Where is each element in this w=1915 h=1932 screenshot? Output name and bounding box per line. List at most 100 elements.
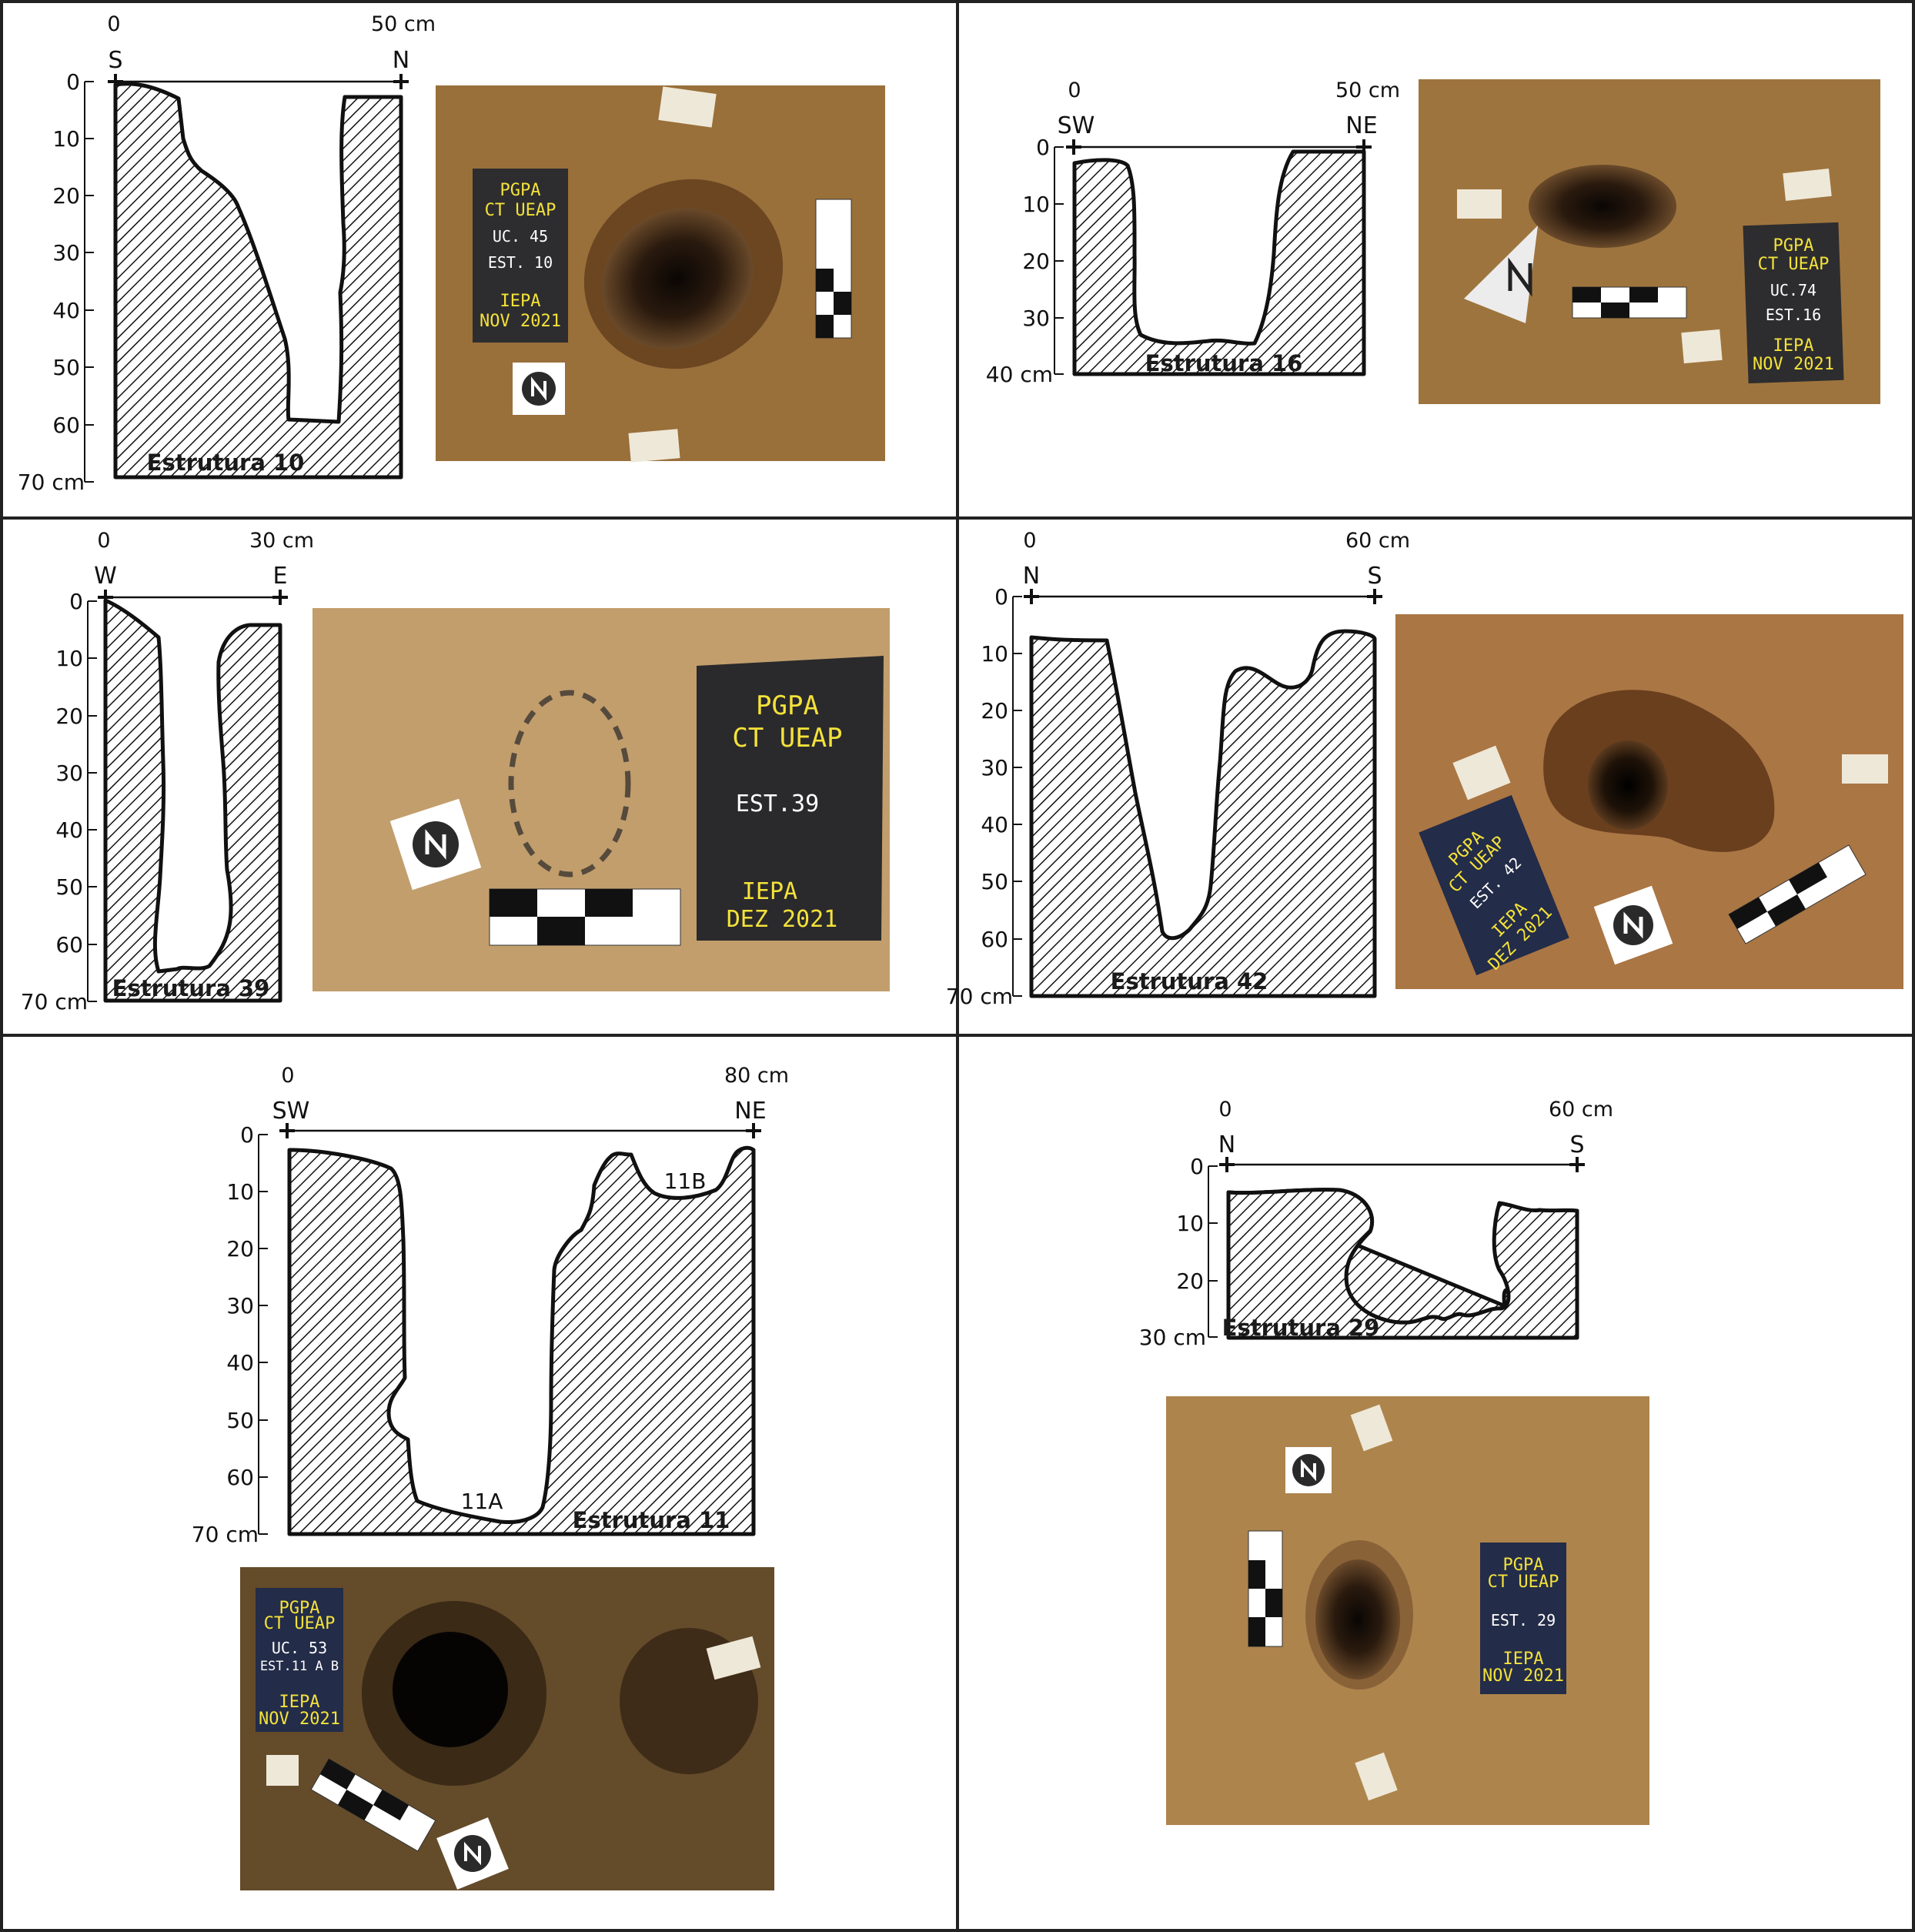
structure-title: Estrutura 39 [112, 975, 270, 1001]
depth-tick-label: 30 [226, 1293, 254, 1319]
depth-tick-label: 30 [1022, 306, 1050, 331]
depth-tick-label: 20 [52, 183, 80, 209]
direction-right-label: NE [734, 1098, 766, 1125]
surface-markers [1066, 139, 1372, 155]
depth-tick-label: 20 [226, 1236, 254, 1262]
scale-end-label: 50 cm [371, 12, 436, 36]
depth-tick-label: 40 cm [986, 362, 1053, 387]
profile-section [1072, 149, 1366, 376]
depth-tick-label: 30 [981, 755, 1008, 780]
depth-tick-label: 70 cm [18, 470, 85, 495]
sign-line: CT UEAP [732, 723, 842, 754]
scale-end-label: 80 cm [724, 1064, 789, 1088]
structure-title: Estrutura 42 [1111, 968, 1268, 994]
scale-bar [815, 199, 852, 339]
depth-tick-label: 0 [66, 69, 80, 95]
north-arrow-icon [513, 363, 565, 415]
sign-line: CT UEAP [264, 1614, 336, 1633]
sign-line: EST. 10 [488, 253, 553, 272]
depth-tick-label: 60 [52, 413, 80, 438]
sign-line: NOV 2021 [480, 312, 561, 331]
depth-ticks [1208, 1165, 1218, 1338]
depth-ticks [85, 81, 94, 483]
depth-tick-label: 10 [1022, 192, 1050, 217]
sign-line: CT UEAP [1758, 255, 1830, 274]
direction-right-label: S [1367, 563, 1382, 590]
sign-line: UC. 53 [272, 1639, 327, 1657]
depth-tick-label: 70 cm [192, 1522, 259, 1547]
tag-label [1355, 1752, 1398, 1801]
direction-right-label: E [273, 563, 288, 590]
surface-markers [1219, 1157, 1585, 1172]
profile-estrutura-39: 0 30 cm W E 0 10 20 30 40 50 60 70 cm Es… [21, 529, 314, 1014]
structure-title: Estrutura 10 [147, 450, 305, 476]
direction-right-label: N [393, 47, 409, 74]
surface-markers [279, 1123, 761, 1138]
tag-label [1842, 754, 1888, 784]
scale-start-label: 0 [1068, 79, 1081, 102]
direction-left-label: N [1023, 563, 1040, 590]
depth-tick-label: 50 [55, 874, 83, 900]
surface-markers [108, 74, 409, 89]
depth-tick-label: 0 [69, 589, 83, 614]
sign-line: IEPA [279, 1693, 320, 1712]
depth-tick-label: 70 cm [21, 989, 88, 1014]
profile-section [103, 598, 282, 1003]
scale-end-label: 50 cm [1335, 79, 1400, 102]
depth-tick-label: 0 [240, 1122, 254, 1148]
sign-line: PGPA [1773, 236, 1814, 256]
profile-estrutura-42: 0 60 cm N S 0 10 20 30 40 50 60 70 cm Es… [946, 529, 1410, 1009]
north-arrow-icon [1464, 226, 1538, 323]
depth-tick-label: 40 [226, 1350, 254, 1375]
sign-line: CT UEAP [485, 201, 556, 220]
photo-estrutura-42: PGPA CT UEAP EST. 42 IEPA DEZ 2021 [1395, 614, 1903, 989]
profile-section [1226, 1188, 1579, 1340]
depth-tick-label: 20 [981, 698, 1008, 724]
depth-tick-label: 0 [994, 584, 1008, 610]
tag-label [628, 429, 680, 463]
sign-line: DEZ 2021 [727, 906, 838, 933]
info-sign [1743, 222, 1844, 384]
direction-right-label: NE [1345, 112, 1377, 139]
info-sign [697, 656, 884, 941]
scale-start-label: 0 [107, 12, 120, 36]
depth-tick-label: 50 [226, 1408, 254, 1433]
tag-label [1457, 189, 1502, 219]
structure-title: Estrutura 11 [573, 1507, 730, 1533]
depth-tick-label: 20 [1022, 249, 1050, 274]
depth-tick-label: 40 [52, 298, 80, 323]
depth-tick-label: 30 [55, 760, 83, 786]
sign-line: NOV 2021 [1482, 1666, 1564, 1686]
direction-left-label: W [94, 563, 117, 590]
depth-tick-label: 0 [1190, 1154, 1204, 1179]
sign-line: IEPA [1503, 1650, 1544, 1669]
depth-ticks [88, 600, 97, 1002]
scale-start-label: 0 [281, 1064, 294, 1088]
tag-label [706, 1636, 761, 1680]
panel-estrutura-29: 0 60 cm N S 0 10 20 30 cm Estrutura 29 [1139, 1098, 1649, 1825]
scale-end-label: 60 cm [1345, 529, 1410, 553]
tag-label [1350, 1404, 1393, 1452]
depth-ticks [1054, 146, 1064, 375]
unit-label-11a: 11A [461, 1489, 503, 1514]
depth-tick-label: 30 [52, 240, 80, 266]
direction-left-label: N [1218, 1131, 1235, 1158]
sign-line: PGPA [756, 690, 819, 721]
depth-tick-label: 20 [1176, 1269, 1204, 1294]
sign-line: PGPA [1503, 1556, 1544, 1575]
profile-section [113, 82, 403, 480]
info-sign [1480, 1543, 1566, 1694]
sign-line: EST.16 [1766, 306, 1821, 324]
scale-start-label: 0 [97, 529, 110, 553]
sign-line: EST. 29 [1491, 1611, 1556, 1629]
tag-label [266, 1755, 299, 1786]
structure-title: Estrutura 29 [1222, 1315, 1380, 1341]
sign-line: UC. 45 [493, 227, 548, 246]
panel-estrutura-11: 0 80 cm SW NE 0 10 20 30 40 50 60 70 cm … [192, 1064, 789, 1890]
sign-line: EST.11 A B [260, 1659, 339, 1674]
north-arrow-icon [389, 798, 482, 891]
depth-tick-label: 70 cm [946, 984, 1013, 1009]
depth-tick-label: 10 [55, 646, 83, 671]
direction-right-label: S [1569, 1131, 1584, 1158]
